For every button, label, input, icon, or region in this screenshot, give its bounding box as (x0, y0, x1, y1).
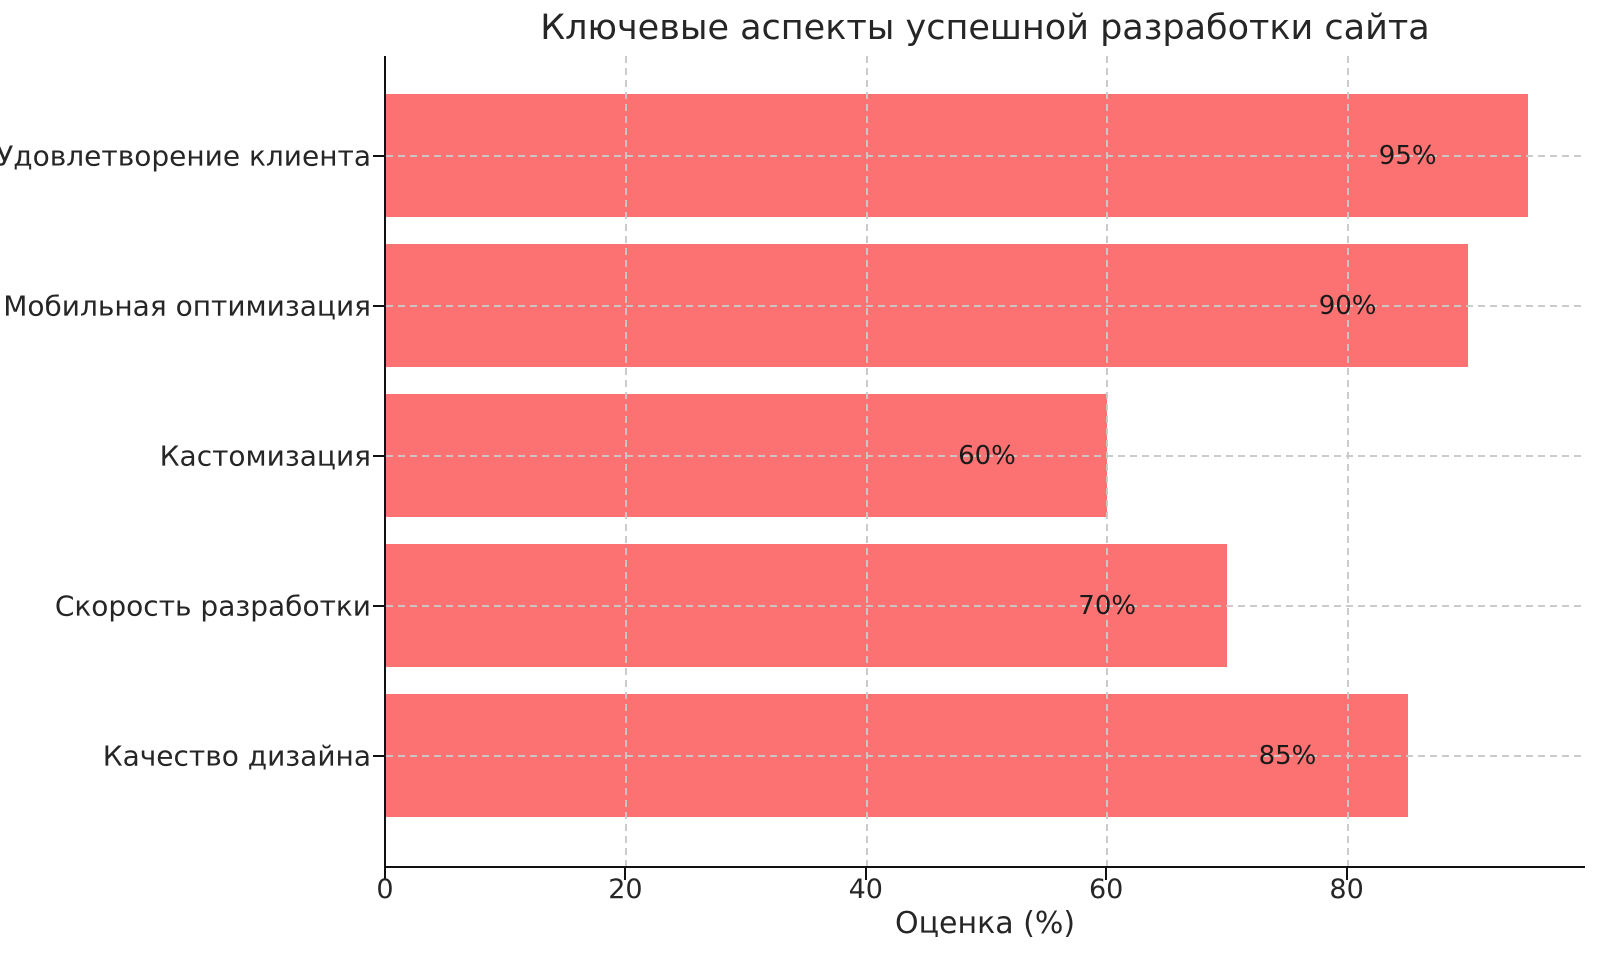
gridline-horizontal (386, 754, 1585, 757)
plot-area: 95% 90% 60% 70% 85% (384, 56, 1585, 868)
y-axis-labels: Удовлетворение клиента Мобильная оптимиза… (0, 56, 371, 868)
bar-value-label: 95% (1378, 140, 1437, 171)
gridline-horizontal (386, 304, 1585, 307)
gridline-vertical (1346, 56, 1349, 866)
bar-value-label: 70% (1078, 590, 1137, 621)
y-tick-label: Кастомизация (159, 439, 371, 472)
gridline-horizontal (386, 604, 1585, 607)
y-tick-label: Удовлетворение клиента (0, 139, 371, 172)
y-tick-label: Скорость разработки (54, 589, 371, 622)
bar-value-label: 60% (958, 440, 1016, 471)
x-tick-label: 40 (848, 874, 883, 905)
x-axis-tick-labels: 0 20 40 60 80 (376, 874, 1585, 908)
chart-title: Ключевые аспекты успешной разработки сай… (540, 8, 1430, 48)
x-tick-label: 80 (1329, 874, 1364, 905)
bar-value-label: 90% (1318, 290, 1377, 321)
gridline-vertical (865, 56, 868, 866)
x-tick-label: 60 (1089, 874, 1124, 905)
gridline-horizontal (386, 454, 1585, 457)
x-tick-label: 20 (608, 874, 643, 905)
bar-value-label: 85% (1258, 740, 1317, 771)
gridline-vertical (625, 56, 628, 866)
gridline-horizontal (386, 154, 1585, 157)
x-axis-title: Оценка (%) (894, 906, 1076, 941)
y-tick-label: Мобильная оптимизация (3, 289, 371, 322)
y-tick-label: Качество дизайна (102, 739, 371, 772)
x-tick-label: 0 (376, 874, 394, 905)
gridline-vertical (1106, 56, 1109, 866)
